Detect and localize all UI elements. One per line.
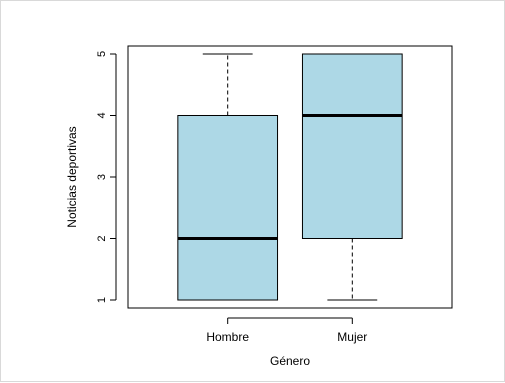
box-group-1 — [301, 53, 403, 301]
y-tick-label: 1 — [96, 297, 108, 303]
plot-frame — [127, 45, 453, 309]
x-tick-label: Mujer — [337, 330, 367, 344]
box-iqr — [177, 114, 279, 301]
boxes-layer — [177, 53, 403, 301]
x-tick-label: Hombre — [206, 330, 249, 344]
y-tick-label: 5 — [96, 51, 108, 57]
x-axis: Hombre Mujer — [206, 317, 367, 344]
box-iqr — [301, 53, 403, 240]
y-tick-label: 3 — [96, 174, 108, 180]
x-axis-label: Género — [270, 354, 310, 368]
y-tick-label: 2 — [96, 235, 108, 241]
y-axis: 1 2 3 4 5 — [96, 51, 117, 303]
box-group-0 — [177, 53, 279, 301]
y-axis-label: Noticias deportivas — [65, 126, 79, 227]
y-tick-label: 4 — [96, 112, 108, 118]
